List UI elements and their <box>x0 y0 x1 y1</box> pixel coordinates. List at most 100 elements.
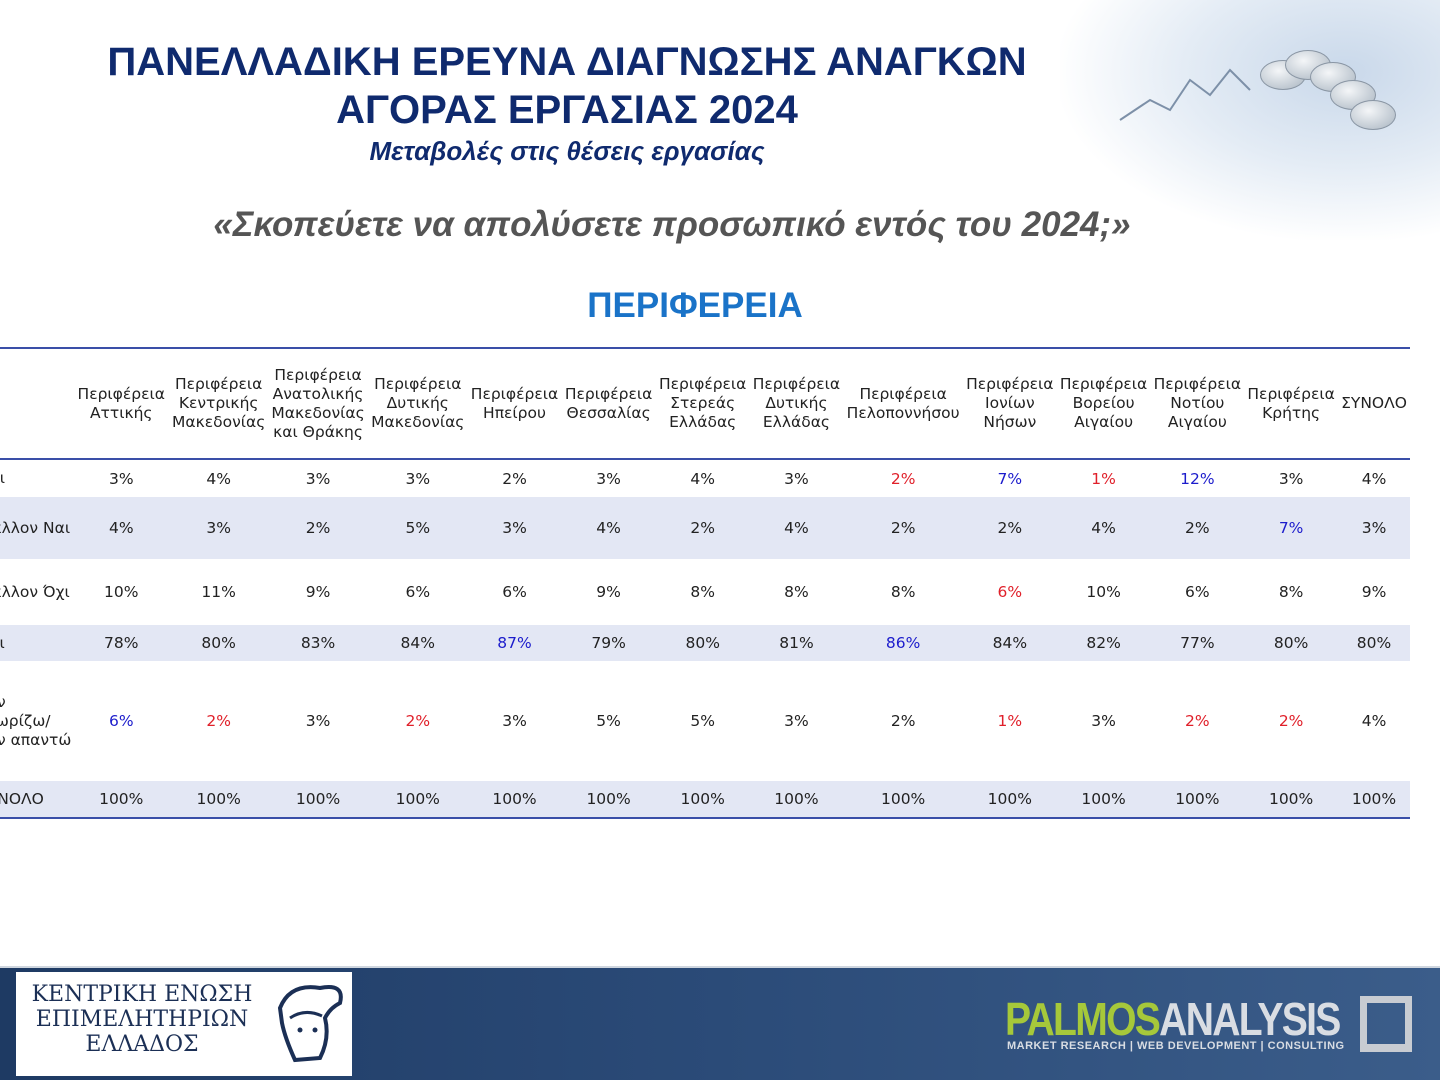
table-cell: 12% <box>1180 469 1215 488</box>
table-row: Ναι 3% 4% 3% 3% 2% 3% 4% 3% 2% 7% 1% 12% 3% 4% <box>0 459 1410 497</box>
table-cell: 3% <box>1278 469 1304 488</box>
table-row: ΣΥΝΟΛΟ100%100%100%100%100%100%100%100%10… <box>0 781 1410 819</box>
chamber-logo-text: ΚΕΝΤΡΙΚΗ ΕΝΩΣΗ ΕΠΙΜΕΛΗΤΗΡΙΩΝ ΕΛΛΑΔΟΣ <box>31 982 253 1057</box>
row-label: Ναι <box>0 469 6 487</box>
table-cell: 3% <box>784 712 809 730</box>
table-cell: 87% <box>467 625 562 661</box>
row-label: Μάλλον Ναι <box>0 497 74 559</box>
page-title-line1: ΠΑΝΕΛΛΑΔΙΚΗ ΕΡΕΥΝΑ ΔΙΑΓΝΩΣΗΣ ΑΝΑΓΚΩΝ <box>107 40 1027 84</box>
table-cell: 5% <box>596 712 621 730</box>
table-cell: 2% <box>890 469 916 488</box>
column-header: Περιφέρεια Στερεάς Ελλάδας <box>655 347 750 460</box>
table-cell: 100% <box>1150 781 1245 819</box>
column-header: Περιφέρεια Κεντρικής Μακεδονίας <box>169 347 269 460</box>
column-header: Περιφέρεια Νοτίου Αιγαίου <box>1150 347 1245 460</box>
table-cell: 2% <box>1150 497 1245 559</box>
header-empty <box>0 347 74 460</box>
table-cell: 4% <box>1361 712 1387 730</box>
table-cell: 100% <box>169 781 269 819</box>
column-header: ΣΥΝΟΛΟ <box>1338 347 1410 460</box>
table-cell: 100% <box>1244 781 1338 819</box>
table-cell: 4% <box>749 497 844 559</box>
table-cell: 4% <box>206 469 231 488</box>
table-cell: 81% <box>749 625 844 661</box>
table-cell: 6% <box>405 583 431 601</box>
section-heading: ΠΕΡΙΦΕΡΕΙΑ <box>587 286 803 325</box>
column-header: Περιφέρεια Δυτικής Μακεδονίας <box>367 347 468 460</box>
table-cell: 3% <box>305 469 331 488</box>
table-cell: 2% <box>405 712 431 730</box>
table-cell: 3% <box>467 497 562 559</box>
table-cell: 11% <box>201 583 236 601</box>
chamber-logo: ΚΕΝΤΡΙΚΗ ΕΝΩΣΗ ΕΠΙΜΕΛΗΤΗΡΙΩΝ ΕΛΛΑΔΟΣ <box>16 972 352 1076</box>
row-label: Μάλλον Όχι <box>0 582 70 601</box>
table-cell: 86% <box>843 625 963 661</box>
survey-question: «Σκοπεύετε να απολύσετε προσωπικό εντός … <box>213 205 1131 244</box>
table-cell: 4% <box>561 497 656 559</box>
table-cell: 3% <box>305 712 331 730</box>
hermes-head-icon <box>277 985 343 1063</box>
table-cell: 10% <box>1086 583 1121 601</box>
row-label: Όχι <box>0 625 74 661</box>
table-cell: 100% <box>367 781 468 819</box>
table-cell: 83% <box>268 625 368 661</box>
table-cell: 77% <box>1150 625 1245 661</box>
column-header: Περιφέρεια Ανατολικής Μακεδονίας και Θρά… <box>268 347 368 460</box>
table-cell: 79% <box>561 625 656 661</box>
column-header: Περιφέρεια Αττικής <box>73 347 170 460</box>
palmos-analysis-logo: PALMOSANALYSIS <box>1005 993 1341 1045</box>
table-cell: 100% <box>1056 781 1151 819</box>
palmos-tagline: MARKET RESEARCH | WEB DEVELOPMENT | CONS… <box>1007 1040 1345 1052</box>
table-cell: 80% <box>169 625 269 661</box>
palmos-logo-square <box>1360 996 1412 1052</box>
page-title-line2: ΑΓΟΡΑΣ ΕΡΓΑΣΙΑΣ 2024 <box>336 88 798 132</box>
column-header: Περιφέρεια Ηπείρου <box>467 347 562 460</box>
table-cell: 6% <box>1185 583 1210 601</box>
table-cell: 100% <box>73 781 170 819</box>
column-header: Περιφέρεια Πελοποννήσου <box>843 347 963 460</box>
table-cell: 8% <box>784 583 809 601</box>
table-cell: 2% <box>962 497 1057 559</box>
table-cell: 5% <box>367 497 468 559</box>
results-table: Περιφέρεια Αττικής Περιφέρεια Κεντρικής Μ… <box>0 347 1410 819</box>
table-cell: 84% <box>367 625 468 661</box>
table-cell: 3% <box>108 469 134 488</box>
table-cell: 5% <box>690 712 715 730</box>
table-cell: 4% <box>73 497 170 559</box>
row-label: ΣΥΝΟΛΟ <box>0 781 74 819</box>
column-header: Περιφέρεια Κρήτης <box>1244 347 1338 460</box>
column-header: Περιφέρεια Βορείου Αιγαίου <box>1056 347 1151 460</box>
table-cell: 7% <box>997 469 1023 488</box>
table-cell: 2% <box>502 469 527 488</box>
table-row: Δεν γνωρίζω/ Δεν απαντώ 6% 2% 3% 2% 3% 5% 5% 3% 2… <box>0 661 1410 781</box>
table-cell: 2% <box>206 712 231 730</box>
table-cell: 2% <box>1185 712 1210 730</box>
column-header: Περιφέρεια Δυτικής Ελλάδας <box>749 347 844 460</box>
table-cell: 2% <box>890 712 916 730</box>
table-cell: 1% <box>1091 469 1116 488</box>
table-cell: 80% <box>1244 625 1338 661</box>
table-cell: 80% <box>1338 625 1410 661</box>
table-row: Όχι78%80%83%84%87%79%80%81%86%84%82%77%8… <box>0 625 1410 661</box>
table-cell: 100% <box>655 781 750 819</box>
table-cell: 3% <box>1338 497 1410 559</box>
table-cell: 6% <box>502 583 527 601</box>
table-cell: 100% <box>561 781 656 819</box>
table-cell: 84% <box>962 625 1057 661</box>
page-subtitle: Μεταβολές στις θέσεις εργασίας <box>369 136 765 166</box>
table-cell: 8% <box>1278 583 1304 601</box>
table-cell: 3% <box>784 469 809 488</box>
table-cell: 1% <box>997 712 1023 730</box>
table-cell: 3% <box>1091 712 1116 730</box>
table-cell: 3% <box>405 469 431 488</box>
table-cell: 6% <box>997 583 1023 601</box>
table-cell: 2% <box>268 497 368 559</box>
table-cell: 100% <box>843 781 963 819</box>
table-cell: 100% <box>1338 781 1410 819</box>
table-cell: 100% <box>467 781 562 819</box>
table-cell: 100% <box>962 781 1057 819</box>
table-cell: 3% <box>596 469 621 488</box>
table-cell: 3% <box>502 712 527 730</box>
table-header-row: Περιφέρεια Αττικής Περιφέρεια Κεντρικής Μ… <box>0 347 1410 460</box>
